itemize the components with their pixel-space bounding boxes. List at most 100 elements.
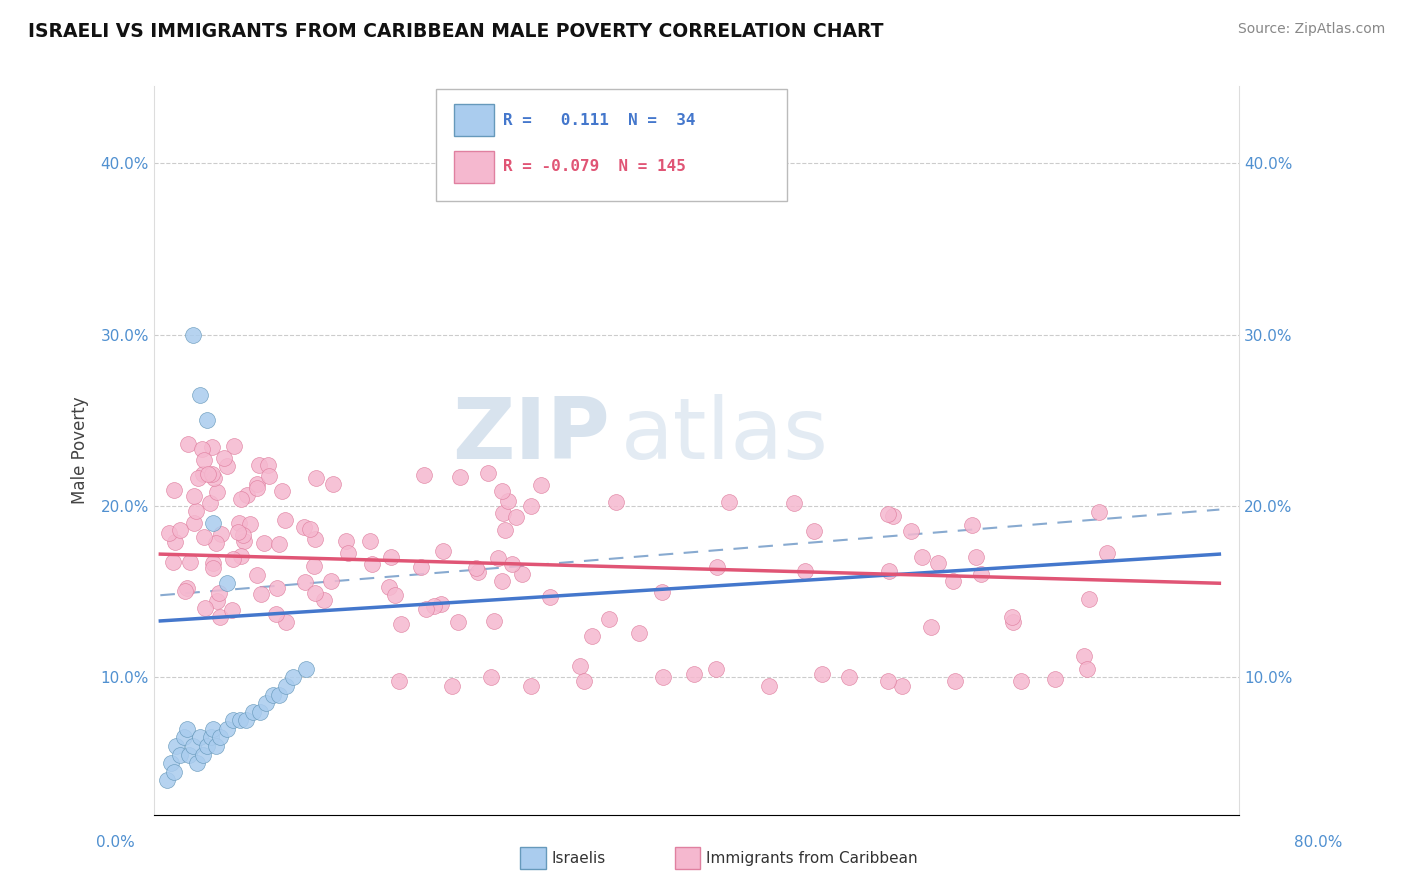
Point [193,530,215,544]
Point [183,516,205,531]
Point [176,581,198,595]
Point [491,574,513,588]
Point [605,495,627,509]
Text: atlas: atlas [620,394,828,477]
Point [233,533,256,548]
Text: Immigrants from Caribbean: Immigrants from Caribbean [706,851,918,865]
Point [188,388,211,402]
Point [239,516,262,531]
Point [492,506,515,520]
Point [486,551,509,566]
Point [235,488,257,502]
Point [538,590,561,604]
Point [911,549,934,564]
Point [683,667,706,681]
Point [249,705,271,719]
Point [920,619,942,633]
Point [183,739,205,753]
Point [494,523,516,537]
Point [246,477,269,491]
Point [510,567,533,582]
Point [377,580,399,594]
Point [188,731,211,745]
Point [205,739,228,753]
Point [581,629,603,643]
Point [1045,672,1067,686]
Point [411,560,433,574]
Point [242,705,264,719]
Point [758,679,780,693]
Point [432,544,454,558]
Point [464,561,486,575]
Point [235,714,257,728]
Point [467,565,489,579]
Text: R =   0.111  N =  34: R = 0.111 N = 34 [503,113,696,128]
Point [228,516,250,531]
Point [389,617,412,632]
Point [838,671,860,685]
Point [222,552,245,566]
Point [215,722,238,736]
Point [717,495,740,509]
Point [337,546,360,560]
Point [228,524,250,539]
Point [422,599,444,614]
Point [652,671,675,685]
Point [271,483,294,498]
Point [163,534,186,549]
Point [156,773,179,788]
Point [359,533,381,548]
Point [250,587,273,601]
Point [491,484,513,499]
Point [1077,592,1099,607]
Point [793,564,815,578]
Point [440,679,463,693]
Point [169,747,191,762]
Point [246,482,269,496]
Point [195,739,218,753]
Point [204,536,226,550]
Point [257,458,280,472]
Point [969,567,991,582]
Point [269,537,291,551]
Point [294,574,316,589]
Point [201,467,224,481]
Point [194,601,217,615]
Point [900,524,922,538]
Point [890,679,912,693]
Point [232,527,254,541]
Point [266,581,288,595]
Point [302,558,325,573]
Point [501,558,523,572]
Point [157,525,180,540]
Point [202,471,225,485]
Point [882,508,904,523]
Point [384,588,406,602]
Point [208,586,231,600]
Point [269,688,291,702]
Text: ISRAELI VS IMMIGRANTS FROM CARIBBEAN MALE POVERTY CORRELATION CHART: ISRAELI VS IMMIGRANTS FROM CARIBBEAN MAL… [28,22,883,41]
Point [187,470,209,484]
Point [295,662,318,676]
Point [202,516,225,531]
Point [222,714,245,728]
Point [160,756,183,771]
Point [176,722,198,736]
Point [388,673,411,688]
Point [628,626,651,640]
Point [322,477,344,491]
Point [482,614,505,628]
Point [208,731,231,745]
Point [942,574,965,588]
Point [520,499,543,513]
Point [186,756,208,771]
Point [415,601,437,615]
Point [598,612,620,626]
Point [215,459,238,474]
Point [811,667,834,681]
Point [960,517,983,532]
Point [529,478,551,492]
Point [304,585,326,599]
Point [651,585,673,599]
Point [276,615,298,630]
